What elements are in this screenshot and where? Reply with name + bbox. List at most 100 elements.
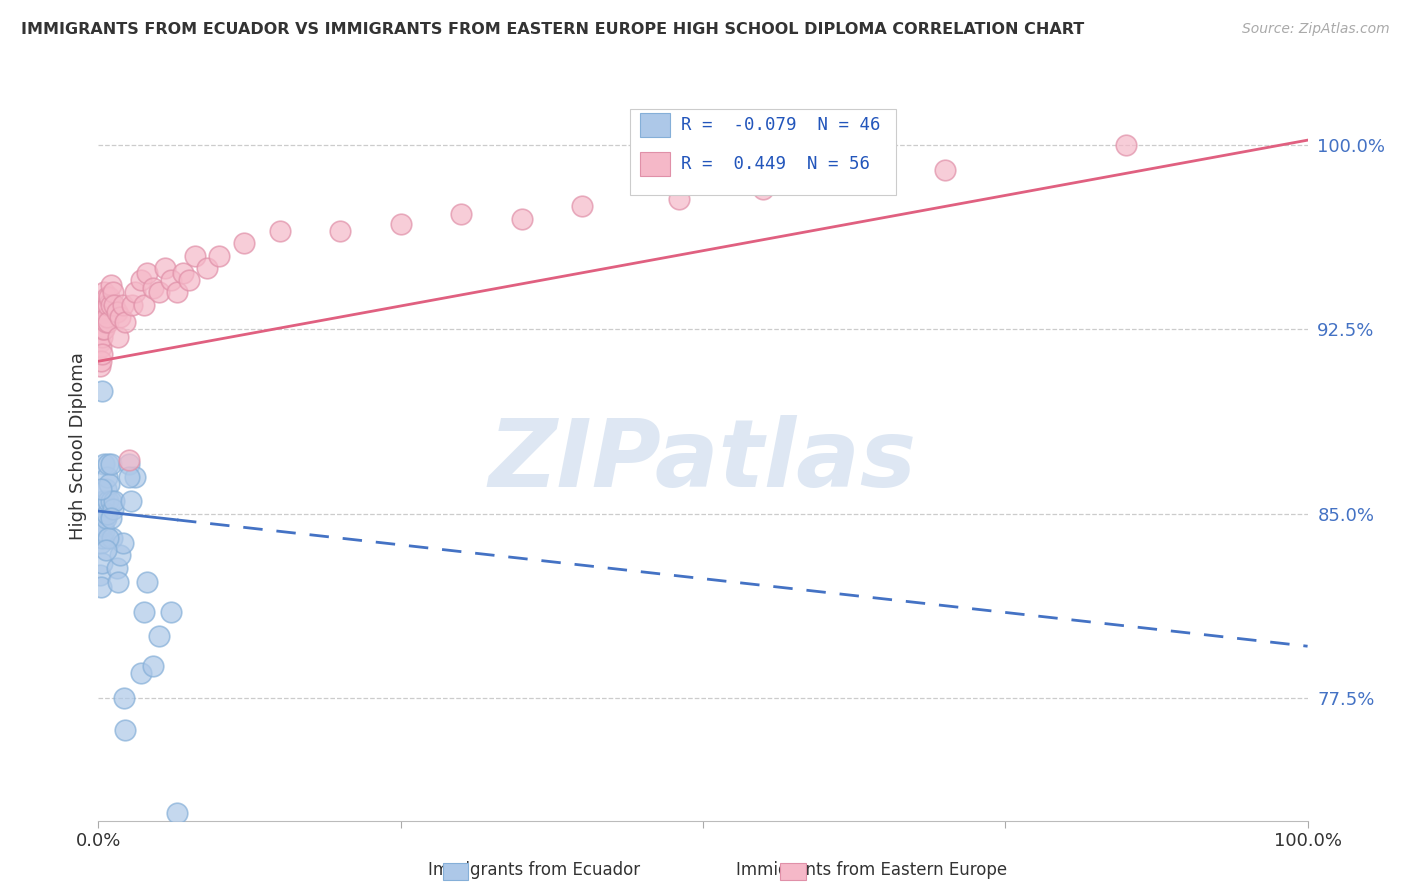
- Point: [93, 285, 115, 300]
- Point: [108, 549, 131, 563]
- Point: [96, 507, 118, 521]
- Point: [90, 580, 112, 594]
- Point: [148, 629, 170, 643]
- Point: [114, 723, 136, 737]
- Point: [91, 556, 114, 570]
- Point: [1115, 138, 1137, 153]
- Point: [135, 266, 157, 280]
- Point: [142, 280, 165, 294]
- Point: [103, 298, 125, 312]
- Point: [172, 266, 194, 280]
- Point: [450, 207, 472, 221]
- FancyBboxPatch shape: [630, 109, 897, 195]
- Point: [91, 494, 114, 508]
- Point: [91, 507, 114, 521]
- Point: [97, 315, 120, 329]
- Point: [107, 575, 129, 590]
- Point: [124, 469, 146, 483]
- Point: [93, 524, 115, 538]
- Point: [91, 329, 114, 343]
- Point: [100, 278, 122, 293]
- Point: [160, 273, 183, 287]
- Point: [195, 260, 218, 275]
- Point: [389, 217, 412, 231]
- Text: Immigrants from Ecuador: Immigrants from Ecuador: [429, 861, 640, 879]
- Point: [111, 536, 134, 550]
- Point: [94, 482, 117, 496]
- Point: [135, 575, 157, 590]
- Point: [89, 334, 111, 349]
- Point: [97, 298, 120, 312]
- Point: [329, 224, 352, 238]
- Point: [571, 199, 593, 213]
- Point: [100, 494, 122, 508]
- Point: [101, 501, 124, 516]
- Point: [91, 531, 114, 545]
- Point: [89, 519, 111, 533]
- Point: [100, 298, 122, 312]
- Point: [114, 315, 136, 329]
- Point: [91, 322, 114, 336]
- Point: [107, 329, 129, 343]
- Point: [111, 298, 134, 312]
- Point: [153, 260, 176, 275]
- Point: [90, 322, 112, 336]
- Point: [91, 519, 114, 533]
- Point: [100, 458, 122, 472]
- Text: Immigrants from Eastern Europe: Immigrants from Eastern Europe: [737, 861, 1007, 879]
- Point: [100, 511, 122, 525]
- Point: [124, 285, 146, 300]
- Point: [208, 249, 231, 263]
- Point: [108, 310, 131, 324]
- Point: [142, 658, 165, 673]
- Text: R =  0.449  N = 56: R = 0.449 N = 56: [682, 155, 870, 173]
- Point: [121, 298, 143, 312]
- Text: R =  -0.079  N = 46: R = -0.079 N = 46: [682, 116, 880, 134]
- Point: [96, 469, 118, 483]
- Point: [100, 531, 122, 545]
- Point: [148, 285, 170, 300]
- Point: [179, 273, 201, 287]
- Point: [91, 384, 114, 398]
- Point: [118, 458, 141, 472]
- Point: [94, 543, 117, 558]
- Point: [93, 494, 115, 508]
- Point: [91, 305, 114, 319]
- Point: [98, 290, 121, 304]
- Point: [129, 273, 152, 287]
- Point: [90, 339, 112, 353]
- Point: [134, 298, 156, 312]
- Point: [112, 690, 135, 705]
- Point: [232, 236, 254, 251]
- Point: [94, 511, 117, 525]
- Point: [89, 359, 111, 373]
- Point: [90, 354, 112, 368]
- Point: [101, 285, 124, 300]
- Point: [91, 315, 114, 329]
- Point: [166, 806, 188, 821]
- Point: [105, 560, 128, 574]
- Point: [90, 536, 112, 550]
- Point: [160, 605, 183, 619]
- Point: [90, 482, 112, 496]
- FancyBboxPatch shape: [640, 112, 671, 136]
- Text: Source: ZipAtlas.com: Source: ZipAtlas.com: [1241, 22, 1389, 37]
- Point: [97, 458, 120, 472]
- Point: [752, 182, 775, 196]
- Point: [89, 568, 111, 582]
- Y-axis label: High School Diploma: High School Diploma: [69, 352, 87, 540]
- Point: [91, 347, 114, 361]
- Point: [98, 477, 121, 491]
- Point: [118, 452, 141, 467]
- Point: [93, 302, 115, 317]
- Point: [93, 322, 115, 336]
- Point: [97, 531, 120, 545]
- Point: [184, 249, 207, 263]
- Point: [97, 494, 120, 508]
- FancyBboxPatch shape: [640, 153, 671, 177]
- Point: [118, 469, 141, 483]
- Text: ZIPatlas: ZIPatlas: [489, 415, 917, 507]
- Text: IMMIGRANTS FROM ECUADOR VS IMMIGRANTS FROM EASTERN EUROPE HIGH SCHOOL DIPLOMA CO: IMMIGRANTS FROM ECUADOR VS IMMIGRANTS FR…: [21, 22, 1084, 37]
- Point: [269, 224, 291, 238]
- Point: [934, 162, 956, 177]
